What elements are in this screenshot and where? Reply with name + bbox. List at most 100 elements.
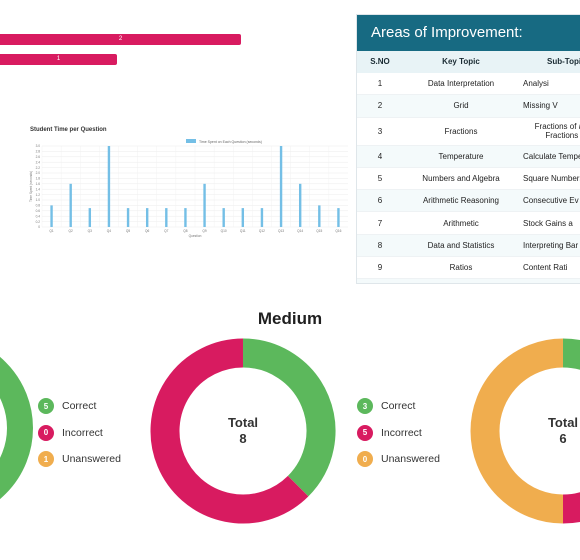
bar-Q8 — [184, 208, 187, 227]
correct-count-badge: 3 — [357, 398, 373, 415]
bar-Q12 — [260, 208, 264, 227]
y-tick-label: 0.2 — [36, 220, 41, 224]
left-legend: 5 Correct 0 Incorrect 1 Unanswered — [38, 393, 121, 473]
chart-legend-swatch — [186, 139, 196, 143]
bar-Q10 — [222, 208, 225, 227]
hard-total-label: Total — [548, 415, 578, 430]
medium-donut: Total 8 — [150, 338, 336, 524]
progress-bar-1-label: 2 — [118, 36, 123, 42]
bar-Q6 — [145, 208, 149, 227]
row-sub-topic: Content Rati — [523, 263, 568, 273]
row-key-topic: Data Interpretation — [427, 79, 495, 89]
row-sno: 2 — [377, 101, 383, 111]
legend-label-incorrect: Incorrect — [62, 426, 103, 439]
row-key-topic: Ratios — [449, 263, 473, 273]
row-key-topic: Ratios — [403, 279, 519, 283]
y-tick-label: 0.8 — [36, 204, 41, 208]
y-tick-label: 1.6 — [36, 182, 41, 186]
medium-total-value: 8 — [239, 431, 246, 446]
x-tick-label: Q11 — [240, 229, 246, 233]
legend-label-unanswered: Unanswered — [62, 453, 121, 466]
table-row: 10RatiosRatios and — [357, 279, 580, 283]
y-tick-label: 1.2 — [36, 193, 41, 197]
hard-donut: Total 6 — [470, 338, 580, 524]
row-key-topic: Arithmetic Reasoning — [422, 196, 500, 206]
row-sub-topic: Square Numbers — [523, 173, 580, 183]
y-tick-label: 2.8 — [36, 150, 41, 154]
row-sub-topic: Calculate Temper — [523, 151, 580, 161]
table-row: 5 Numbers and Algebra Square Numbers — [357, 168, 580, 191]
row-sub-topic: Stock Gains a — [523, 218, 573, 228]
legend-item-incorrect: 0 Incorrect — [38, 420, 121, 447]
x-tick-label: Q15 — [316, 229, 322, 233]
y-axis-label: Time Spent (seconds) — [29, 171, 33, 202]
medium-total-label: Total — [228, 415, 258, 430]
y-tick-label: 1.4 — [36, 187, 41, 191]
table-row: 4 Temperature Calculate Temper — [357, 145, 580, 168]
row-sub-topic: Fractions of a Wh Fractions in — [534, 121, 580, 141]
table-row: 3 Fractions Fractions of a Wh Fractions in — [357, 118, 580, 146]
bar-Q4 — [107, 146, 111, 227]
x-tick-label: Q16 — [335, 229, 341, 233]
header-sno: S.NO — [370, 57, 390, 67]
table-row: 6 Arithmetic Reasoning Consecutive Ev — [357, 190, 580, 213]
time-per-question-chart: Time Spent on Each Question (seconds) 3.0… — [29, 139, 348, 238]
incorrect-count-badge: 5 — [357, 424, 373, 441]
bar-Q7 — [165, 208, 168, 227]
chart-title: Student Time per Question — [30, 127, 107, 133]
table-row: 2 Grid Missing V — [357, 95, 580, 118]
table-body: 1 Data Interpretation Analysi 2 Grid Missing … — [357, 73, 580, 283]
row-sno: 10 — [357, 279, 403, 283]
y-tick-label: 0 — [38, 225, 40, 229]
legend-item-unanswered: 1 Unanswered — [38, 446, 121, 473]
hard-donut-incorrect-arc — [562, 492, 580, 524]
x-tick-label: Q14 — [297, 229, 303, 233]
row-sub-topic: Interpreting Bar G — [523, 240, 580, 250]
header-key-topic: Key Topic — [442, 57, 480, 67]
row-sno: 4 — [377, 151, 383, 161]
y-tick-label: 1.8 — [36, 177, 41, 181]
legend-label-correct: Correct — [381, 400, 416, 413]
x-tick-label: Q4 — [107, 229, 111, 233]
legend-item-correct: 3 Correct — [357, 393, 440, 420]
x-tick-label: Q1 — [49, 229, 53, 233]
x-tick-label: Q13 — [278, 229, 284, 233]
hard-total-value: 6 — [559, 431, 566, 446]
table-row: 7 Arithmetic Stock Gains a — [357, 212, 580, 235]
y-tick-label: 2.0 — [36, 171, 41, 175]
row-key-topic: Grid — [453, 101, 469, 111]
header-sub-topic: Sub-Topic — [547, 57, 580, 67]
x-tick-label: Q10 — [221, 229, 227, 233]
x-tick-label: Q3 — [88, 229, 92, 233]
progress-bar-2: 1 — [0, 54, 117, 65]
row-key-topic: Numbers and Algebra — [422, 173, 500, 183]
y-tick-label: 2.6 — [36, 155, 41, 159]
x-tick-label: Q12 — [259, 229, 265, 233]
correct-count-badge: 5 — [38, 398, 54, 415]
table-row: 1 Data Interpretation Analysi — [357, 73, 580, 96]
x-tick-label: Q9 — [202, 229, 206, 233]
table-row: 9 Ratios Content Rati — [357, 257, 580, 280]
x-tick-label: Q2 — [69, 229, 73, 233]
row-sub-topic: Missing V — [523, 101, 558, 111]
x-tick-label: Q6 — [145, 229, 149, 233]
row-sub-topic: Analysi — [523, 79, 549, 89]
row-sub-topic: Ratios and — [519, 279, 580, 283]
row-sno: 6 — [377, 196, 383, 206]
bar-Q5 — [126, 208, 130, 227]
bar-Q15 — [318, 205, 321, 227]
row-sno: 1 — [377, 79, 383, 89]
progress-bar-1: 2 — [0, 34, 241, 45]
x-tick-label: Q8 — [183, 229, 187, 233]
row-key-topic: Temperature — [438, 151, 484, 161]
unanswered-count-badge: 0 — [357, 451, 373, 468]
bar-Q3 — [88, 208, 92, 227]
row-key-topic: Fractions — [444, 126, 478, 136]
row-sno: 8 — [377, 240, 383, 250]
y-tick-label: 1.0 — [36, 198, 41, 202]
difficulty-heading: Medium — [257, 309, 323, 328]
x-tick-label: Q5 — [126, 229, 130, 233]
bar-Q14 — [298, 183, 302, 227]
left-donut — [0, 357, 33, 499]
progress-bar-2-label: 1 — [56, 56, 61, 62]
